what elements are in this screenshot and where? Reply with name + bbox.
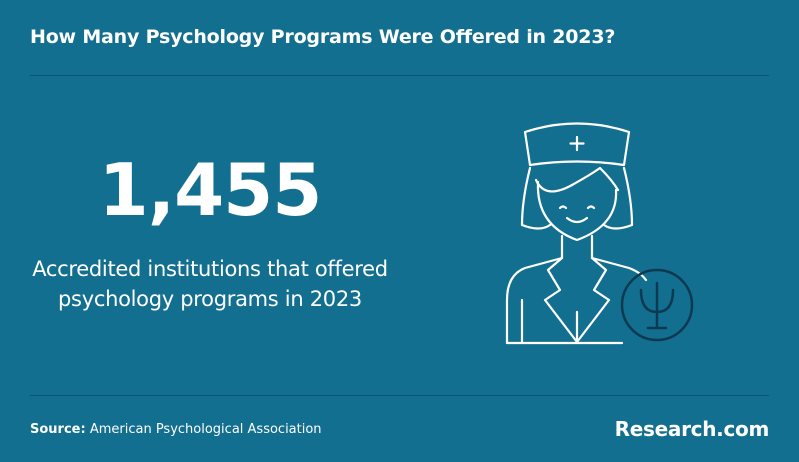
- brand-logo: Research.com: [614, 417, 770, 441]
- stat-number: 1,455: [98, 148, 323, 232]
- source-text: American Psychological Association: [89, 422, 322, 437]
- divider: [30, 395, 769, 396]
- title: How Many Psychology Programs Were Offere…: [30, 26, 616, 48]
- divider: [30, 75, 769, 76]
- source: Source: American Psychological Associati…: [30, 422, 322, 437]
- stat-description: Accredited institutions that offered psy…: [32, 257, 388, 311]
- nurse-icon: [505, 122, 694, 345]
- source-label: Source:: [30, 422, 86, 437]
